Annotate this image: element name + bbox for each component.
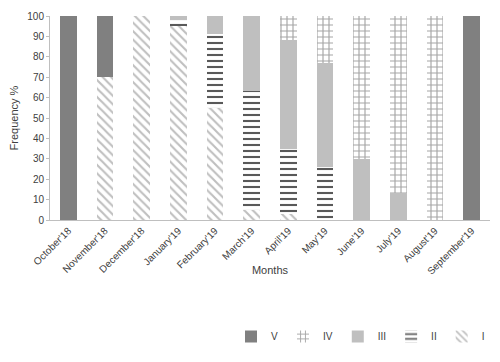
svg-text:90: 90 <box>33 31 45 42</box>
svg-text:40: 40 <box>33 133 45 144</box>
svg-text:February'19: February'19 <box>175 225 221 271</box>
svg-text:60: 60 <box>33 92 45 103</box>
svg-text:70: 70 <box>33 72 45 83</box>
svg-text:I: I <box>482 331 485 342</box>
svg-text:20: 20 <box>33 174 45 185</box>
svg-text:May'19: May'19 <box>300 225 331 256</box>
svg-text:April'19: April'19 <box>262 225 293 256</box>
svg-text:July'19: July'19 <box>374 225 404 255</box>
svg-text:November'18: November'18 <box>60 225 110 275</box>
svg-text:30: 30 <box>33 153 45 164</box>
svg-text:December'18: December'18 <box>97 225 147 275</box>
svg-text:Months: Months <box>252 264 289 276</box>
svg-text:V: V <box>271 331 278 342</box>
svg-text:100: 100 <box>27 11 44 22</box>
svg-text:0: 0 <box>38 215 44 226</box>
svg-text:50: 50 <box>33 113 45 124</box>
svg-text:IV: IV <box>323 331 333 342</box>
svg-text:September'19: September'19 <box>425 225 477 277</box>
svg-text:June'19: June'19 <box>334 225 367 258</box>
svg-text:Frequency %: Frequency % <box>8 85 20 150</box>
svg-text:August'19: August'19 <box>401 225 440 264</box>
svg-text:October'18: October'18 <box>31 225 73 267</box>
svg-text:II: II <box>431 331 437 342</box>
svg-text:80: 80 <box>33 51 45 62</box>
svg-text:III: III <box>378 331 386 342</box>
svg-text:January'19: January'19 <box>141 225 183 267</box>
svg-text:10: 10 <box>33 194 45 205</box>
svg-text:March'19: March'19 <box>220 225 257 262</box>
